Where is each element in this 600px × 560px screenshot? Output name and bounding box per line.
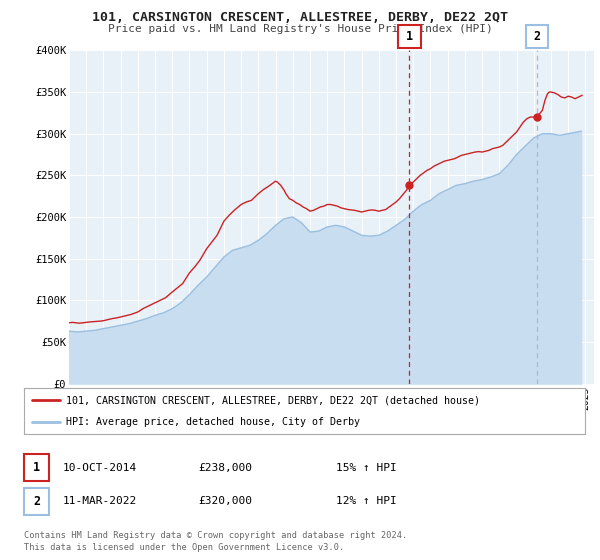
Text: Price paid vs. HM Land Registry's House Price Index (HPI): Price paid vs. HM Land Registry's House … — [107, 24, 493, 34]
Text: 1: 1 — [33, 461, 40, 474]
Text: 2: 2 — [533, 30, 541, 43]
Text: 101, CARSINGTON CRESCENT, ALLESTREE, DERBY, DE22 2QT: 101, CARSINGTON CRESCENT, ALLESTREE, DER… — [92, 11, 508, 24]
Text: 10-OCT-2014: 10-OCT-2014 — [63, 463, 137, 473]
Text: £238,000: £238,000 — [198, 463, 252, 473]
Text: 12% ↑ HPI: 12% ↑ HPI — [336, 496, 397, 506]
Text: 101, CARSINGTON CRESCENT, ALLESTREE, DERBY, DE22 2QT (detached house): 101, CARSINGTON CRESCENT, ALLESTREE, DER… — [66, 395, 480, 405]
Text: 2: 2 — [33, 494, 40, 508]
Text: 1: 1 — [406, 30, 413, 43]
Text: This data is licensed under the Open Government Licence v3.0.: This data is licensed under the Open Gov… — [24, 543, 344, 552]
Text: 11-MAR-2022: 11-MAR-2022 — [63, 496, 137, 506]
Text: £320,000: £320,000 — [198, 496, 252, 506]
Text: HPI: Average price, detached house, City of Derby: HPI: Average price, detached house, City… — [66, 417, 360, 427]
Text: 15% ↑ HPI: 15% ↑ HPI — [336, 463, 397, 473]
Text: Contains HM Land Registry data © Crown copyright and database right 2024.: Contains HM Land Registry data © Crown c… — [24, 531, 407, 540]
